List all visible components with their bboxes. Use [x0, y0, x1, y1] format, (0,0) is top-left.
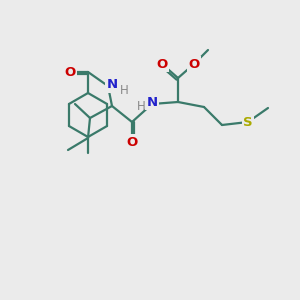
Text: N: N: [146, 95, 158, 109]
Text: O: O: [156, 58, 168, 70]
Text: S: S: [243, 116, 253, 128]
Text: O: O: [64, 65, 76, 79]
Text: H: H: [136, 100, 146, 113]
Text: O: O: [188, 58, 200, 70]
Text: O: O: [126, 136, 138, 148]
Text: H: H: [120, 85, 128, 98]
Text: N: N: [106, 79, 118, 92]
